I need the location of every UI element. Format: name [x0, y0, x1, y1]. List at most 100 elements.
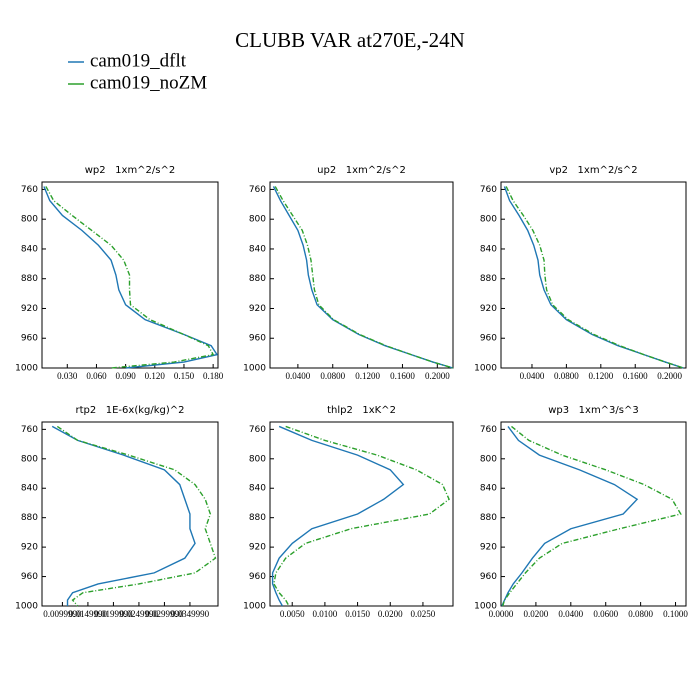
profile-line: [503, 186, 684, 369]
x-tick-label: 0.2000: [657, 371, 682, 381]
y-tick-label: 880: [21, 274, 38, 284]
profile-line: [51, 425, 196, 606]
profile-line: [273, 425, 450, 607]
y-tick-label: 920: [21, 543, 38, 553]
profile-line: [271, 425, 405, 607]
y-tick-label: 1000: [243, 364, 266, 374]
x-tick-label: 0.0800: [554, 371, 579, 381]
y-tick-label: 840: [480, 244, 497, 254]
profile-line: [45, 186, 215, 369]
legend-label: cam019_noZM: [90, 72, 207, 93]
y-tick-label: 800: [21, 454, 38, 464]
x-tick-label: 0.1600: [623, 371, 648, 381]
x-tick-label: 0.150: [174, 371, 195, 381]
x-tick-label: 0.1200: [588, 371, 613, 381]
y-tick-label: 880: [21, 513, 38, 523]
panel-title: wp3 1xm^3/s^3: [548, 405, 639, 416]
x-tick-label: 0.0349990: [171, 609, 210, 619]
x-tick-label: 0.0100: [313, 609, 338, 619]
y-tick-label: 840: [249, 484, 266, 494]
profile-line: [501, 426, 639, 607]
y-tick-label: 880: [249, 274, 266, 284]
plot-frame: [41, 421, 219, 607]
x-tick-label: 0.0199990: [94, 609, 133, 619]
y-tick-label: 760: [21, 185, 38, 195]
x-tick-label: 0.2000: [425, 371, 450, 381]
profile-line: [505, 186, 684, 369]
x-tick-label: 0.030: [57, 371, 78, 381]
y-tick-label: 800: [249, 215, 266, 225]
x-tick-label: 0.0200: [378, 609, 403, 619]
y-tick-label: 1000: [474, 602, 497, 612]
y-tick-label: 960: [249, 334, 266, 344]
y-tick-label: 800: [21, 215, 38, 225]
y-tick-label: 920: [480, 543, 497, 553]
y-tick-label: 1000: [15, 602, 38, 612]
x-tick-label: 0.0000: [489, 609, 514, 619]
y-tick-label: 840: [480, 484, 497, 494]
x-tick-label: 0.180: [203, 371, 224, 381]
y-tick-label: 1000: [243, 602, 266, 612]
x-tick-label: 0.0150: [345, 609, 370, 619]
panel-title: wp2 1xm^2/s^2: [85, 165, 176, 176]
x-tick-label: 0.120: [145, 371, 166, 381]
x-tick-label: 0.0400: [558, 609, 583, 619]
y-tick-label: 920: [21, 304, 38, 314]
y-tick-label: 920: [480, 304, 497, 314]
plot-frame: [269, 421, 454, 607]
y-tick-label: 800: [249, 454, 266, 464]
x-tick-label: 0.0400: [286, 371, 311, 381]
y-tick-label: 880: [249, 513, 266, 523]
plot-frame: [500, 181, 687, 369]
x-tick-label: 0.0600: [593, 609, 618, 619]
y-tick-label: 800: [480, 215, 497, 225]
x-tick-label: 0.0400: [520, 371, 545, 381]
y-tick-label: 880: [480, 274, 497, 284]
y-tick-label: 800: [480, 454, 497, 464]
y-tick-label: 1000: [15, 364, 38, 374]
profile-line: [272, 186, 454, 369]
profile-line: [502, 425, 682, 607]
x-tick-label: 0.1000: [663, 609, 688, 619]
x-tick-label: 0.0099990: [43, 609, 82, 619]
x-tick-label: 0.0249990: [120, 609, 159, 619]
x-tick-label: 0.0149990: [69, 609, 108, 619]
x-tick-label: 0.1600: [390, 371, 415, 381]
y-tick-label: 960: [21, 334, 38, 344]
x-tick-label: 0.1200: [355, 371, 380, 381]
x-tick-label: 0.0299990: [145, 609, 184, 619]
figure-title: CLUBB VAR at270E,-24N: [235, 28, 465, 52]
panel-title: thlp2 1xK^2: [327, 405, 396, 416]
y-tick-label: 760: [249, 185, 266, 195]
panel-title: vp2 1xm^2/s^2: [549, 165, 637, 176]
y-tick-label: 760: [21, 425, 38, 435]
legend-label: cam019_dflt: [90, 50, 187, 71]
x-tick-label: 0.090: [115, 371, 136, 381]
y-tick-label: 1000: [474, 364, 497, 374]
y-tick-label: 920: [249, 543, 266, 553]
y-tick-label: 960: [21, 572, 38, 582]
panel-title: rtp2 1E-6x(kg/kg)^2: [75, 405, 184, 416]
x-tick-label: 0.0200: [524, 609, 549, 619]
plot-frame: [500, 421, 687, 607]
y-tick-label: 840: [249, 244, 266, 254]
y-tick-label: 960: [249, 572, 266, 582]
y-tick-label: 920: [249, 304, 266, 314]
y-tick-label: 840: [21, 244, 38, 254]
x-tick-label: 0.0800: [628, 609, 653, 619]
plot-frame: [269, 181, 454, 369]
y-tick-label: 840: [21, 484, 38, 494]
x-tick-label: 0.0050: [280, 609, 305, 619]
y-tick-label: 760: [480, 425, 497, 435]
y-tick-label: 880: [480, 513, 497, 523]
x-tick-label: 0.060: [86, 371, 107, 381]
y-tick-label: 760: [249, 425, 266, 435]
y-tick-label: 960: [480, 572, 497, 582]
y-tick-label: 760: [480, 185, 497, 195]
panel-title: up2 1xm^2/s^2: [317, 165, 406, 176]
profile-line: [56, 425, 217, 607]
x-tick-label: 0.0250: [411, 609, 436, 619]
profile-line: [43, 186, 219, 369]
profile-line: [274, 186, 454, 369]
